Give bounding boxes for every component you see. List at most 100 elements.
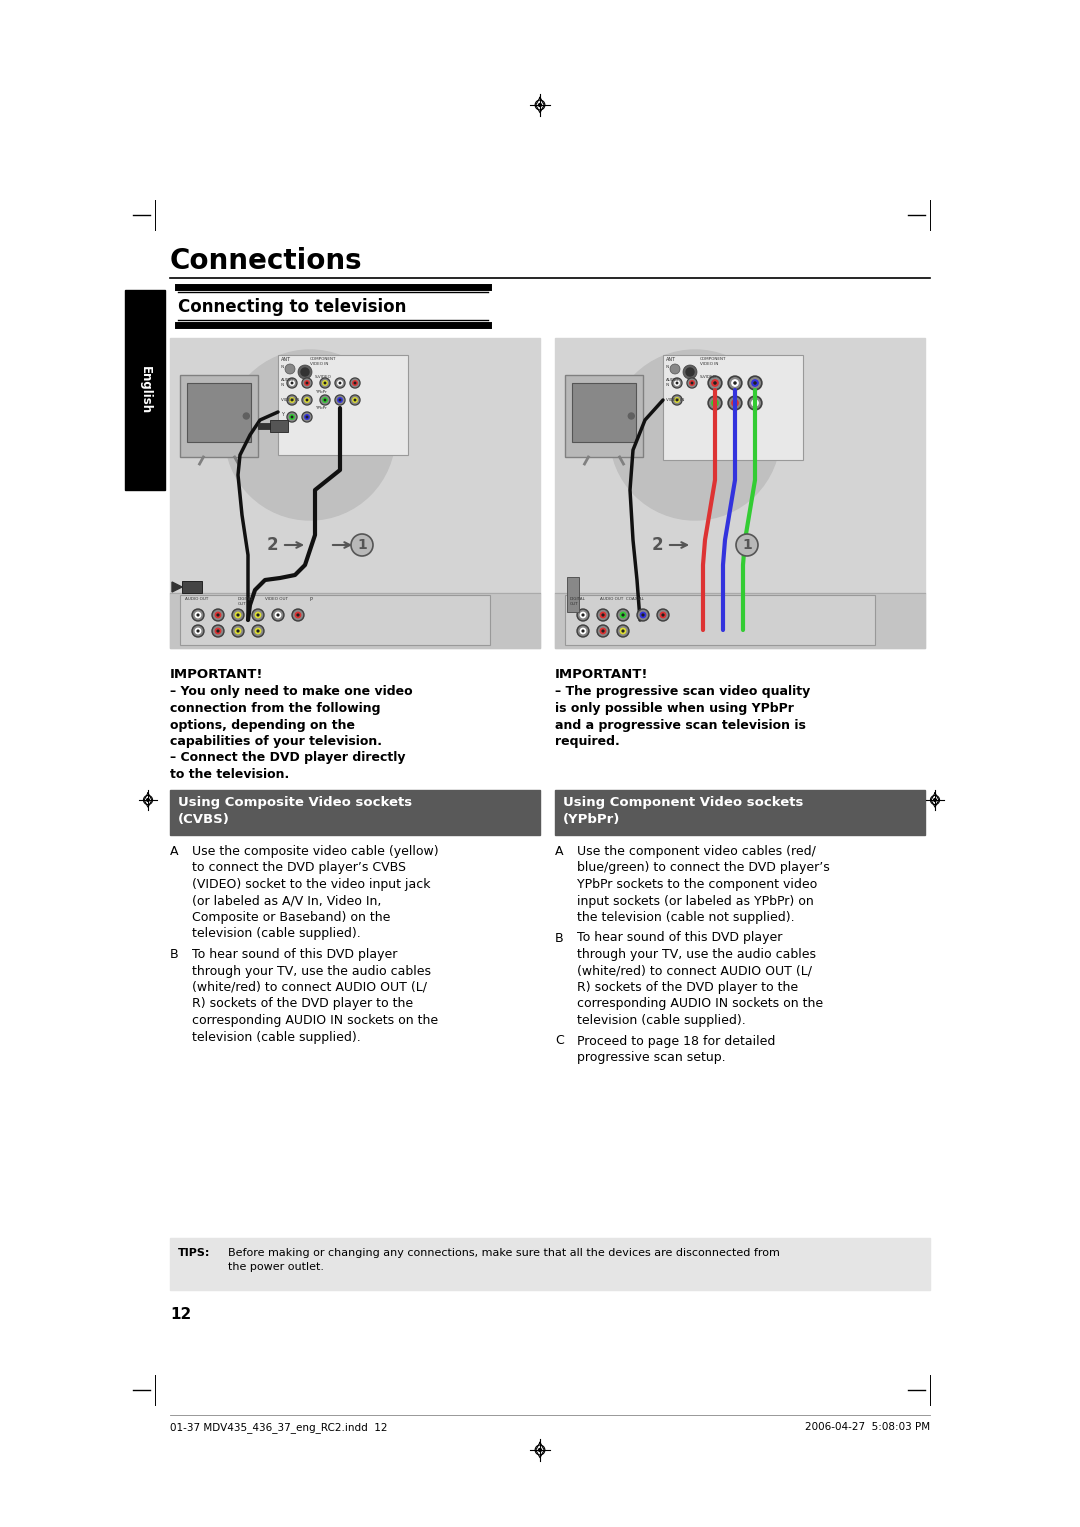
Circle shape	[353, 397, 357, 402]
Text: B: B	[170, 948, 178, 960]
Circle shape	[673, 395, 680, 403]
Text: to the television.: to the television.	[170, 768, 289, 780]
Circle shape	[215, 612, 220, 618]
Circle shape	[195, 612, 201, 618]
Text: Using Component Video sockets
(YPbPr): Using Component Video sockets (YPbPr)	[563, 796, 804, 826]
Circle shape	[351, 379, 359, 386]
Circle shape	[303, 414, 311, 421]
Text: DIGITAL: DIGITAL	[570, 597, 585, 602]
Text: through your TV, use the audio cables: through your TV, use the audio cables	[577, 948, 816, 960]
Circle shape	[620, 628, 625, 634]
Circle shape	[619, 611, 627, 620]
Circle shape	[350, 379, 360, 388]
Circle shape	[321, 379, 328, 386]
Text: 1: 1	[742, 538, 752, 551]
Text: Use the composite video cable (yellow): Use the composite video cable (yellow)	[192, 844, 438, 858]
Text: blue/green) to connect the DVD player’s: blue/green) to connect the DVD player’s	[577, 861, 829, 875]
Circle shape	[579, 611, 588, 620]
Text: corresponding AUDIO IN sockets on the: corresponding AUDIO IN sockets on the	[577, 997, 823, 1011]
Text: OUT: OUT	[238, 602, 246, 606]
Text: – Connect the DVD player directly: – Connect the DVD player directly	[170, 751, 405, 765]
Text: progressive scan setup.: progressive scan setup.	[577, 1051, 726, 1064]
Circle shape	[734, 382, 737, 385]
Text: Proceed to page 18 for detailed: Proceed to page 18 for detailed	[577, 1034, 775, 1048]
Text: television (cable supplied).: television (cable supplied).	[577, 1014, 746, 1028]
Circle shape	[252, 625, 264, 637]
Text: R) sockets of the DVD player to the: R) sockets of the DVD player to the	[192, 997, 414, 1011]
Circle shape	[288, 395, 296, 403]
Circle shape	[192, 609, 204, 621]
Text: – The progressive scan video quality: – The progressive scan video quality	[555, 686, 810, 698]
Circle shape	[297, 614, 299, 615]
Text: VIDEO IN: VIDEO IN	[281, 399, 299, 402]
Circle shape	[305, 397, 309, 402]
Text: the television (cable not supplied).: the television (cable not supplied).	[577, 912, 795, 924]
Text: ANT: ANT	[666, 357, 676, 362]
Circle shape	[643, 614, 644, 615]
Circle shape	[728, 395, 742, 411]
Circle shape	[289, 397, 294, 402]
Bar	[555, 789, 924, 835]
Text: AUDIO OUT: AUDIO OUT	[185, 597, 208, 602]
Circle shape	[323, 397, 327, 402]
Circle shape	[305, 380, 309, 385]
Circle shape	[597, 609, 609, 621]
Text: TIPS:: TIPS:	[178, 1248, 211, 1258]
Circle shape	[580, 612, 585, 618]
Circle shape	[301, 368, 309, 376]
Circle shape	[708, 376, 723, 389]
Text: Before making or changing any connections, make sure that all the devices are di: Before making or changing any connection…	[228, 1248, 780, 1272]
Circle shape	[238, 631, 239, 632]
Text: and a progressive scan television is: and a progressive scan television is	[555, 719, 806, 731]
Circle shape	[289, 415, 294, 420]
Circle shape	[708, 395, 723, 411]
Circle shape	[273, 611, 283, 620]
Circle shape	[338, 380, 342, 385]
Circle shape	[603, 614, 604, 615]
Circle shape	[657, 609, 669, 621]
Text: (white/red) to connect AUDIO OUT (L/: (white/red) to connect AUDIO OUT (L/	[192, 980, 427, 994]
Bar	[567, 577, 579, 612]
Circle shape	[712, 380, 718, 386]
Bar	[258, 423, 270, 429]
Circle shape	[577, 625, 589, 637]
Text: Use the component video cables (red/: Use the component video cables (red/	[577, 844, 815, 858]
Text: (or labeled as A/V In, Video In,: (or labeled as A/V In, Video In,	[192, 895, 381, 907]
Circle shape	[238, 614, 239, 615]
Circle shape	[748, 395, 762, 411]
Circle shape	[580, 628, 585, 634]
Circle shape	[622, 631, 624, 632]
Text: to connect the DVD player’s CVBS: to connect the DVD player’s CVBS	[192, 861, 406, 875]
Text: S-VIDEO: S-VIDEO	[315, 376, 332, 379]
Text: – You only need to make one video: – You only need to make one video	[170, 686, 413, 698]
Circle shape	[603, 631, 604, 632]
Bar	[170, 789, 540, 835]
Circle shape	[579, 626, 588, 635]
Text: P: P	[310, 597, 313, 602]
Circle shape	[933, 799, 936, 802]
Circle shape	[302, 395, 312, 405]
Circle shape	[336, 379, 343, 386]
Circle shape	[214, 626, 222, 635]
Polygon shape	[172, 582, 183, 592]
Circle shape	[320, 379, 330, 388]
Circle shape	[350, 395, 360, 405]
Text: AUDIO OUT  COAXIAL: AUDIO OUT COAXIAL	[600, 597, 644, 602]
Circle shape	[255, 612, 260, 618]
Circle shape	[217, 631, 219, 632]
Text: required.: required.	[555, 734, 620, 748]
Circle shape	[686, 368, 694, 376]
Circle shape	[539, 1449, 541, 1452]
Text: English: English	[138, 366, 151, 414]
Bar	[170, 337, 540, 647]
Text: television (cable supplied).: television (cable supplied).	[192, 1031, 361, 1043]
Text: IN: IN	[666, 383, 670, 386]
Bar	[270, 420, 288, 432]
Circle shape	[320, 395, 330, 405]
Circle shape	[192, 625, 204, 637]
Circle shape	[629, 412, 634, 418]
Circle shape	[197, 631, 199, 632]
Text: television (cable supplied).: television (cable supplied).	[192, 927, 361, 941]
Text: connection from the following: connection from the following	[170, 702, 380, 715]
Text: VIDEO IN: VIDEO IN	[310, 362, 328, 366]
